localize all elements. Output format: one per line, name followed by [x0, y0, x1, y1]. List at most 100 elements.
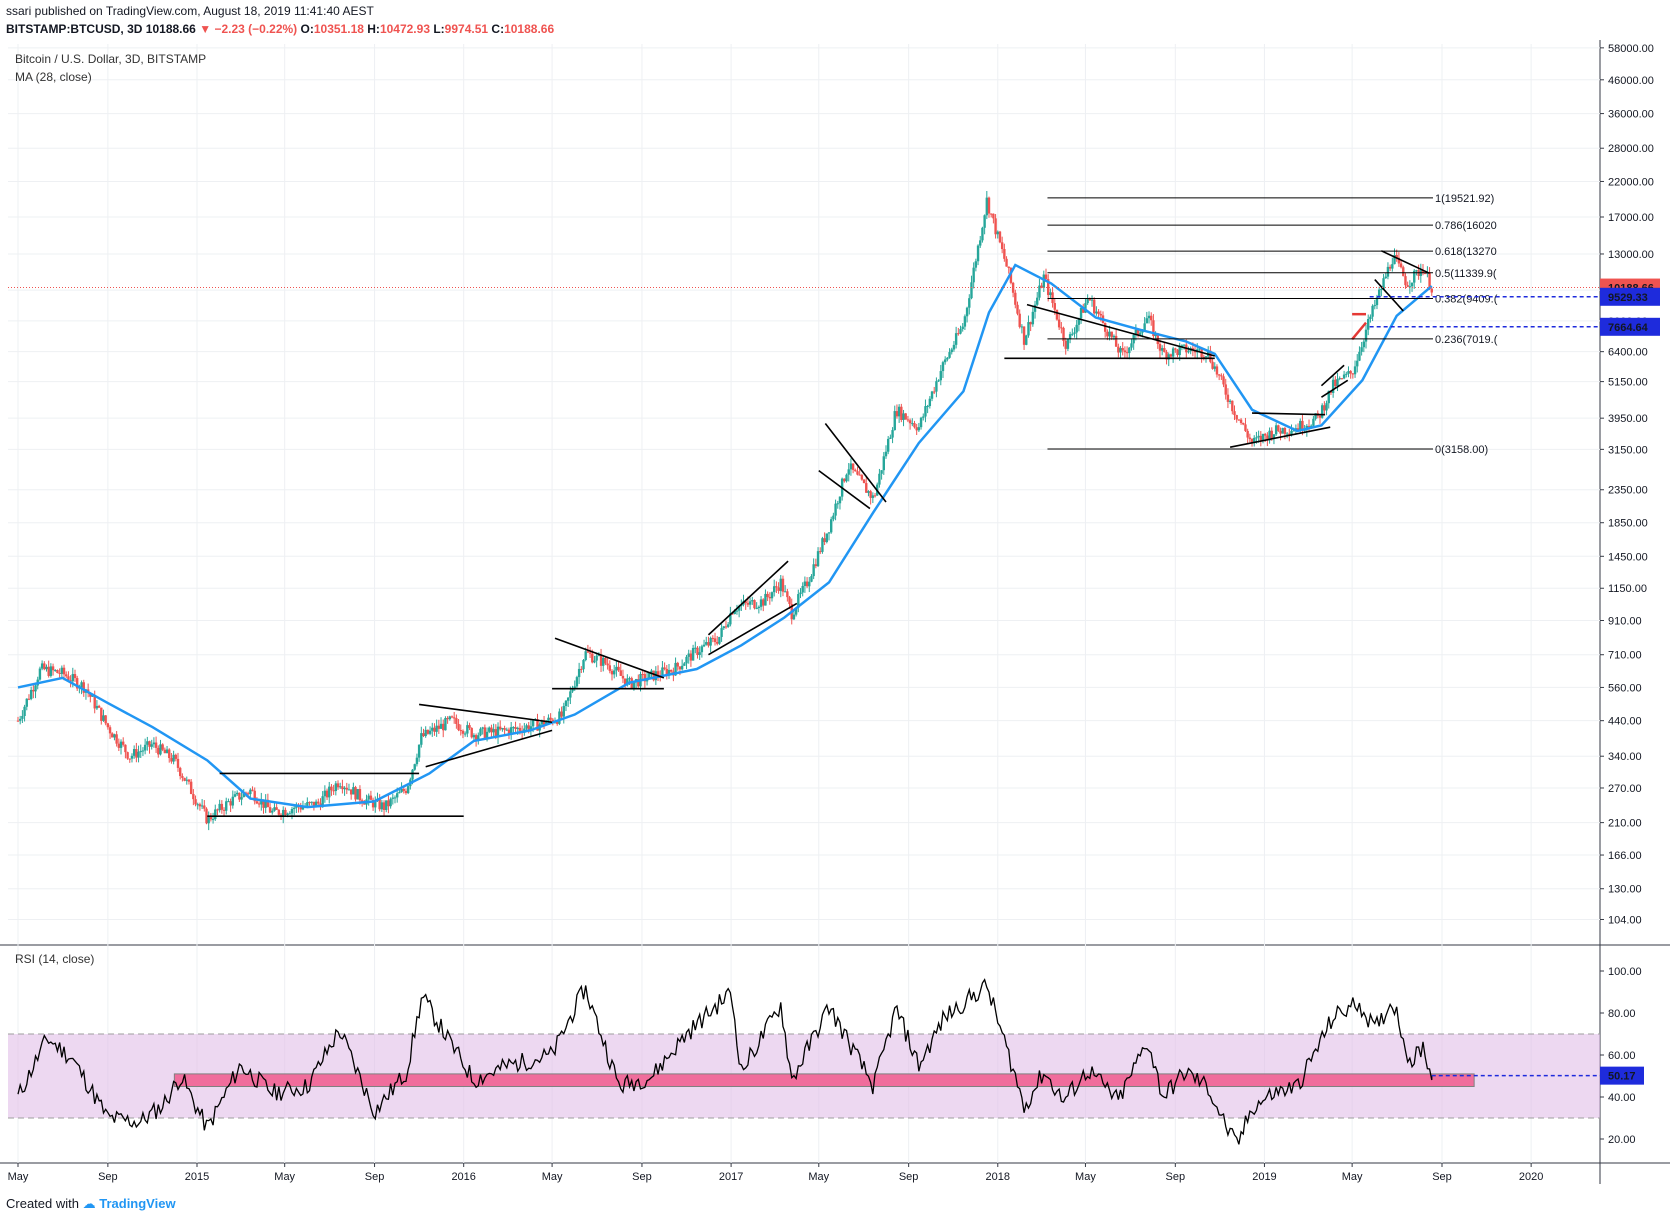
- candle-body: [1242, 423, 1245, 425]
- candle-body: [878, 473, 881, 485]
- candle-body: [194, 799, 197, 805]
- candle-body: [1108, 331, 1111, 337]
- candle-body: [505, 729, 508, 731]
- candle-body: [726, 624, 730, 627]
- candle-body: [1259, 435, 1263, 441]
- candle-body: [374, 800, 377, 808]
- candle-body: [737, 606, 741, 611]
- candle-body: [472, 735, 476, 738]
- candle-body: [1042, 274, 1046, 288]
- candle-body: [768, 597, 772, 599]
- candle-body: [812, 564, 815, 577]
- candle-body: [562, 706, 565, 717]
- price-axis-label: 340.00: [1608, 751, 1642, 763]
- candle-body: [211, 819, 215, 821]
- candle-body: [669, 669, 673, 672]
- candle-body: [47, 666, 50, 676]
- candle-body: [400, 788, 403, 793]
- candle-body: [895, 411, 899, 417]
- candle-body: [612, 670, 616, 675]
- candle-body: [623, 678, 627, 686]
- candle-body: [786, 591, 789, 598]
- fib-level-label: 0(3158.00): [1435, 444, 1488, 456]
- candle-body: [1428, 272, 1431, 289]
- rsi-axis-label: 100.00: [1608, 966, 1642, 978]
- candle-body: [246, 793, 250, 795]
- candle-body: [992, 213, 995, 219]
- candle-body: [135, 749, 138, 758]
- candle-body: [1007, 266, 1010, 268]
- candle-body: [67, 676, 70, 681]
- candle-body: [1375, 297, 1379, 306]
- candle-body: [1292, 430, 1295, 432]
- time-axis-label: May: [8, 1171, 29, 1183]
- candle-body: [1220, 375, 1223, 377]
- candle-body: [766, 593, 769, 598]
- candle-body: [716, 642, 719, 644]
- candle-body: [556, 721, 559, 724]
- candle-body: [240, 797, 243, 800]
- rsi-last-label: 50.17: [1608, 1071, 1636, 1083]
- time-axis-label: May: [542, 1171, 563, 1183]
- candle-body: [1340, 378, 1344, 380]
- candle-body: [667, 669, 671, 676]
- candle-body: [937, 380, 940, 382]
- candle-body: [928, 398, 932, 407]
- candle-body: [137, 751, 140, 758]
- candle-body: [203, 805, 206, 809]
- candle-body: [130, 755, 134, 759]
- candle-body: [371, 799, 375, 808]
- price-axis-label: 1850.00: [1608, 518, 1648, 530]
- candle-body: [604, 657, 607, 664]
- candle-body: [783, 591, 787, 593]
- candle-body: [470, 728, 473, 738]
- candle-body: [1231, 400, 1234, 412]
- candle-body: [404, 790, 408, 794]
- candle-body: [417, 744, 421, 758]
- candle-body: [73, 674, 77, 679]
- candle-body: [439, 723, 443, 729]
- time-axis-label: 2018: [986, 1171, 1010, 1183]
- price-axis-label: 5150.00: [1608, 377, 1648, 389]
- candle-body: [652, 670, 655, 681]
- candle-body: [354, 787, 357, 800]
- price-axis-label: 6400.00: [1608, 347, 1648, 359]
- candle-body: [1123, 350, 1127, 353]
- ma-legend: MA (28, close): [15, 70, 92, 84]
- time-axis-label: 2019: [1252, 1171, 1276, 1183]
- candle-body: [602, 657, 605, 666]
- candle-body: [996, 231, 999, 235]
- candle-body: [157, 747, 160, 755]
- candle-body: [323, 790, 327, 797]
- candle-body: [825, 533, 829, 543]
- candle-body: [1253, 437, 1256, 443]
- candle-body: [69, 680, 72, 682]
- fib-level-label: 0.236(7019.(: [1435, 334, 1498, 346]
- candle-body: [413, 764, 416, 770]
- level-label: 9529.33: [1608, 292, 1648, 304]
- candle-body: [1167, 354, 1170, 360]
- candle-body: [260, 799, 263, 805]
- candle-body: [755, 608, 758, 610]
- candle-body: [819, 551, 822, 553]
- candle-body: [893, 411, 896, 431]
- candle-body: [1143, 323, 1146, 331]
- candle-body: [619, 670, 622, 676]
- candle-body: [950, 349, 953, 353]
- candle-body: [132, 749, 136, 756]
- candle-body: [450, 716, 454, 718]
- candle-body: [985, 197, 989, 216]
- candle-body: [1391, 264, 1394, 269]
- candle-body: [917, 427, 921, 431]
- candle-body: [378, 798, 381, 810]
- candle-body: [433, 727, 436, 732]
- price-axis-label: 1150.00: [1608, 583, 1647, 595]
- candle-body: [1310, 425, 1313, 427]
- ma-line: [17, 263, 1433, 809]
- tradingview-brand[interactable]: TradingView: [99, 1196, 176, 1211]
- candle-body: [100, 707, 103, 721]
- candle-body: [444, 718, 447, 731]
- candle-body: [882, 456, 885, 471]
- chart-background: [0, 40, 1600, 1163]
